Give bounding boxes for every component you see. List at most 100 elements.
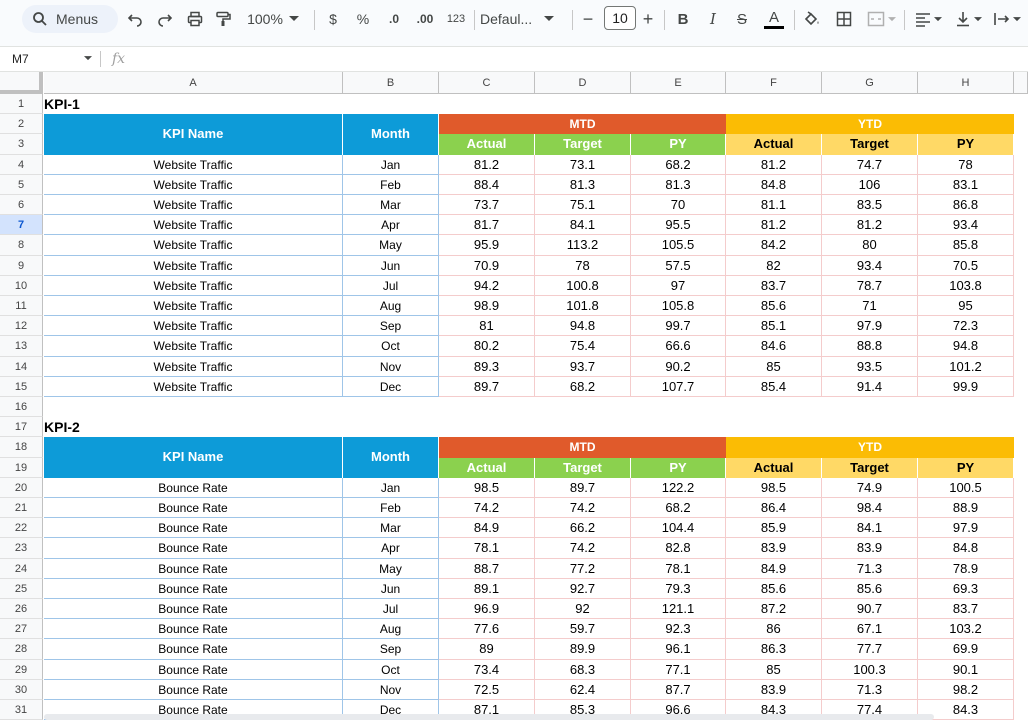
kpi2-value-cell[interactable]: 74.2 [535,538,631,559]
print-button[interactable] [186,8,204,30]
kpi2-month-cell[interactable]: Feb [343,498,439,519]
kpi1-value-cell[interactable]: 81.1 [726,195,822,216]
kpi1-value-cell[interactable]: 81.3 [535,174,631,195]
font-size-input[interactable]: 10 [604,6,636,30]
kpi2-value-cell[interactable]: 87.2 [726,599,822,620]
kpi2-value-cell[interactable]: 98.2 [918,679,1014,700]
kpi2-value-cell[interactable]: 83.9 [726,679,822,700]
text-color-button[interactable]: A [762,8,786,30]
kpi1-value-cell[interactable]: 84.6 [726,336,822,357]
kpi1-kpi-name-cell[interactable]: Website Traffic [44,376,343,397]
kpi1-value-cell[interactable]: 99.7 [631,316,726,337]
kpi1-value-cell[interactable]: 93.4 [918,215,1014,236]
kpi2-value-cell[interactable]: 88.9 [918,498,1014,519]
kpi2-value-cell[interactable]: 68.3 [535,659,631,680]
kpi2-value-cell[interactable]: 66.2 [535,518,631,539]
kpi2-value-cell[interactable]: 89 [439,639,535,660]
kpi1-value-cell[interactable]: 105.8 [631,296,726,317]
kpi1-value-cell[interactable]: 85.6 [726,296,822,317]
row-header-21[interactable]: 21 [0,498,43,519]
row-header-8[interactable]: 8 [0,235,43,256]
kpi1-month-cell[interactable]: Sep [343,316,439,337]
kpi1-value-cell[interactable]: 103.8 [918,275,1014,296]
kpi1-value-cell[interactable]: 90.2 [631,356,726,377]
kpi2-value-cell[interactable]: 71.3 [822,679,918,700]
kpi2-value-cell[interactable]: 98.5 [726,477,822,498]
kpi1-value-cell[interactable]: 97.9 [822,316,918,337]
currency-format-button[interactable]: $ [326,8,340,30]
kpi2-value-cell[interactable]: 74.9 [822,477,918,498]
kpi2-value-cell[interactable]: 98.4 [822,498,918,519]
kpi1-value-cell[interactable]: 81.7 [439,215,535,236]
kpi1-kpi-name-cell[interactable]: Website Traffic [44,174,343,195]
kpi2-value-cell[interactable]: 92.7 [535,578,631,599]
kpi1-value-cell[interactable]: 89.7 [439,376,535,397]
kpi1-value-cell[interactable]: 106 [822,174,918,195]
kpi2-value-cell[interactable]: 69.3 [918,578,1014,599]
kpi1-value-cell[interactable]: 85.8 [918,235,1014,256]
kpi2-kpi-name-cell[interactable]: Bounce Rate [44,538,343,559]
row-header-15[interactable]: 15 [0,376,43,397]
kpi2-value-cell[interactable]: 86.3 [726,639,822,660]
decrease-decimal-button[interactable]: .0 [382,8,406,30]
kpi1-value-cell[interactable]: 91.4 [822,376,918,397]
kpi1-value-cell[interactable]: 78 [535,255,631,276]
kpi1-value-cell[interactable]: 75.1 [535,195,631,216]
column-header-e[interactable]: E [631,72,726,94]
row-header-9[interactable]: 9 [0,255,43,276]
kpi1-month-cell[interactable]: Aug [343,296,439,317]
kpi1-value-cell[interactable]: 94.8 [918,336,1014,357]
kpi1-value-cell[interactable]: 85 [726,356,822,377]
borders-button[interactable] [834,8,854,30]
kpi1-value-cell[interactable]: 95 [918,296,1014,317]
increase-decimal-button[interactable]: .00 [412,8,438,30]
kpi1-kpi-name-cell[interactable]: Website Traffic [44,356,343,377]
row-header-6[interactable]: 6 [0,195,43,216]
kpi1-value-cell[interactable]: 89.3 [439,356,535,377]
kpi2-month-cell[interactable]: Sep [343,639,439,660]
kpi1-value-cell[interactable]: 105.5 [631,235,726,256]
increase-font-size-button[interactable]: + [640,8,656,30]
kpi1-value-cell[interactable]: 78.7 [822,275,918,296]
kpi1-value-cell[interactable]: 94.8 [535,316,631,337]
kpi1-value-cell[interactable]: 71 [822,296,918,317]
kpi1-month-cell[interactable]: Jul [343,275,439,296]
undo-button[interactable] [126,8,144,30]
kpi2-month-cell[interactable]: Oct [343,659,439,680]
kpi1-value-cell[interactable]: 84.1 [535,215,631,236]
kpi1-value-cell[interactable]: 84.2 [726,235,822,256]
row-header-19[interactable]: 19 [0,457,43,478]
kpi1-value-cell[interactable]: 98.9 [439,296,535,317]
kpi1-month-cell[interactable]: Jan [343,154,439,175]
column-header-h[interactable]: H [918,72,1014,94]
kpi1-value-cell[interactable]: 95.5 [631,215,726,236]
row-header-5[interactable]: 5 [0,174,43,195]
kpi2-value-cell[interactable]: 88.7 [439,558,535,579]
kpi1-kpi-name-cell[interactable]: Website Traffic [44,215,343,236]
column-header-d[interactable]: D [535,72,631,94]
kpi2-value-cell[interactable]: 86.4 [726,498,822,519]
kpi2-value-cell[interactable]: 82.8 [631,538,726,559]
kpi2-value-cell[interactable]: 104.4 [631,518,726,539]
kpi1-kpi-name-cell[interactable]: Website Traffic [44,275,343,296]
vertical-align-button[interactable] [952,8,984,30]
kpi1-month-cell[interactable]: Nov [343,356,439,377]
row-header-23[interactable]: 23 [0,538,43,559]
kpi2-value-cell[interactable]: 77.2 [535,558,631,579]
row-header-16[interactable]: 16 [0,397,43,418]
kpi1-value-cell[interactable]: 68.2 [535,376,631,397]
kpi1-value-cell[interactable]: 73.1 [535,154,631,175]
kpi2-value-cell[interactable]: 90.1 [918,659,1014,680]
kpi2-value-cell[interactable]: 96.1 [631,639,726,660]
kpi2-value-cell[interactable]: 86 [726,619,822,640]
kpi2-value-cell[interactable]: 77.7 [822,639,918,660]
bold-button[interactable]: B [676,8,690,30]
kpi2-value-cell[interactable]: 59.7 [535,619,631,640]
kpi2-value-cell[interactable]: 73.4 [439,659,535,680]
kpi1-kpi-name-cell[interactable]: Website Traffic [44,336,343,357]
kpi1-value-cell[interactable]: 74.7 [822,154,918,175]
kpi1-month-cell[interactable]: Jun [343,255,439,276]
row-header-13[interactable]: 13 [0,336,43,357]
kpi2-value-cell[interactable]: 92.3 [631,619,726,640]
row-header-17[interactable]: 17 [0,417,43,438]
